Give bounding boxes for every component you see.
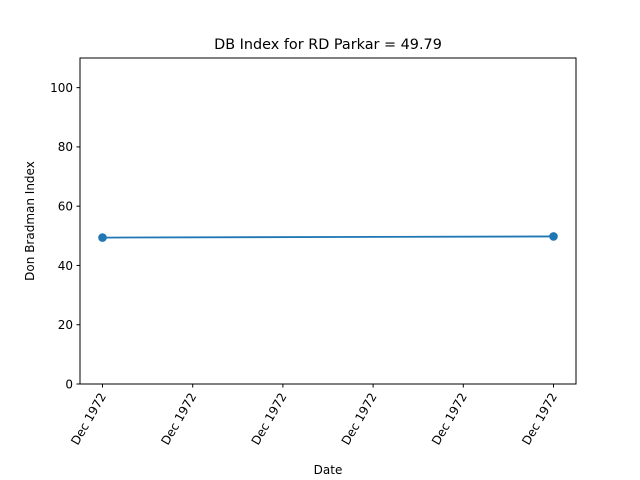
series-layer xyxy=(98,232,558,242)
data-point xyxy=(549,232,558,241)
x-axis-label: Date xyxy=(314,463,343,477)
y-tick-label: 80 xyxy=(58,140,73,154)
y-tick-label: 40 xyxy=(58,259,73,273)
series-line xyxy=(102,235,554,239)
y-axis-label: Don Bradman Index xyxy=(23,161,37,281)
chart-title: DB Index for RD Parkar = 49.79 xyxy=(214,37,442,53)
data-point xyxy=(98,233,107,242)
y-tick-label: 100 xyxy=(50,81,73,95)
y-tick-label: 20 xyxy=(58,318,73,332)
plot-frame xyxy=(79,57,577,385)
y-tick-label: 60 xyxy=(58,199,73,213)
y-axis-ticks: 0 20 40 60 80 100 xyxy=(50,81,80,391)
y-tick-label: 0 xyxy=(65,377,73,391)
